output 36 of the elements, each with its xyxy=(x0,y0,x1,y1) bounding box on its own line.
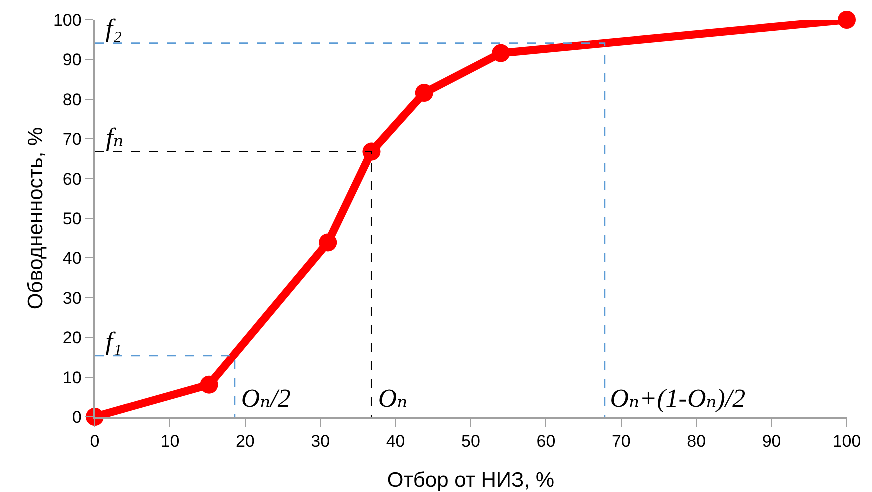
y-tick-label: 10 xyxy=(62,368,82,388)
annotation: f₁ xyxy=(106,327,122,356)
x-tick-label: 80 xyxy=(687,432,706,452)
annotation: Oₙ/2 xyxy=(241,384,291,413)
x-tick-label: 50 xyxy=(462,432,480,452)
x-tick-label: 30 xyxy=(311,432,330,452)
x-tick-label: 0 xyxy=(90,432,100,452)
point xyxy=(492,44,510,62)
annotation: fₙ xyxy=(106,123,124,152)
point xyxy=(415,84,434,102)
y-tick-label: 40 xyxy=(62,249,82,268)
y-tick-label: 60 xyxy=(62,170,82,189)
x-tick-label: 90 xyxy=(762,432,782,452)
y-tick-label: 80 xyxy=(62,90,82,110)
x-tick-label: 40 xyxy=(386,432,406,452)
y-tick-label: 20 xyxy=(62,328,82,348)
x-tick-label: 10 xyxy=(160,432,180,452)
y-tick-label: 30 xyxy=(62,288,82,308)
y-tick-label: 0 xyxy=(72,408,82,427)
y-tick-label: 50 xyxy=(62,209,82,228)
x-tick-label: 70 xyxy=(612,432,631,452)
y-tick-label: 90 xyxy=(62,50,82,70)
y-tick-label: 70 xyxy=(62,130,82,150)
point xyxy=(319,234,338,252)
x-axis-title: Отбор от НИЗ, % xyxy=(387,469,555,492)
point xyxy=(362,142,381,161)
y-tick-label: 100 xyxy=(53,10,82,30)
annotation: Oₙ+(1-Oₙ)/2 xyxy=(610,384,746,413)
x-tick-label: 60 xyxy=(536,432,556,452)
x-tick-label: 100 xyxy=(832,432,862,452)
point xyxy=(200,376,218,394)
y-axis-title: Обводненность, % xyxy=(24,127,48,310)
point xyxy=(838,11,856,29)
x-tick-label: 20 xyxy=(236,432,255,452)
annotation: Oₙ xyxy=(378,384,408,413)
annotation: f₂ xyxy=(106,14,122,43)
